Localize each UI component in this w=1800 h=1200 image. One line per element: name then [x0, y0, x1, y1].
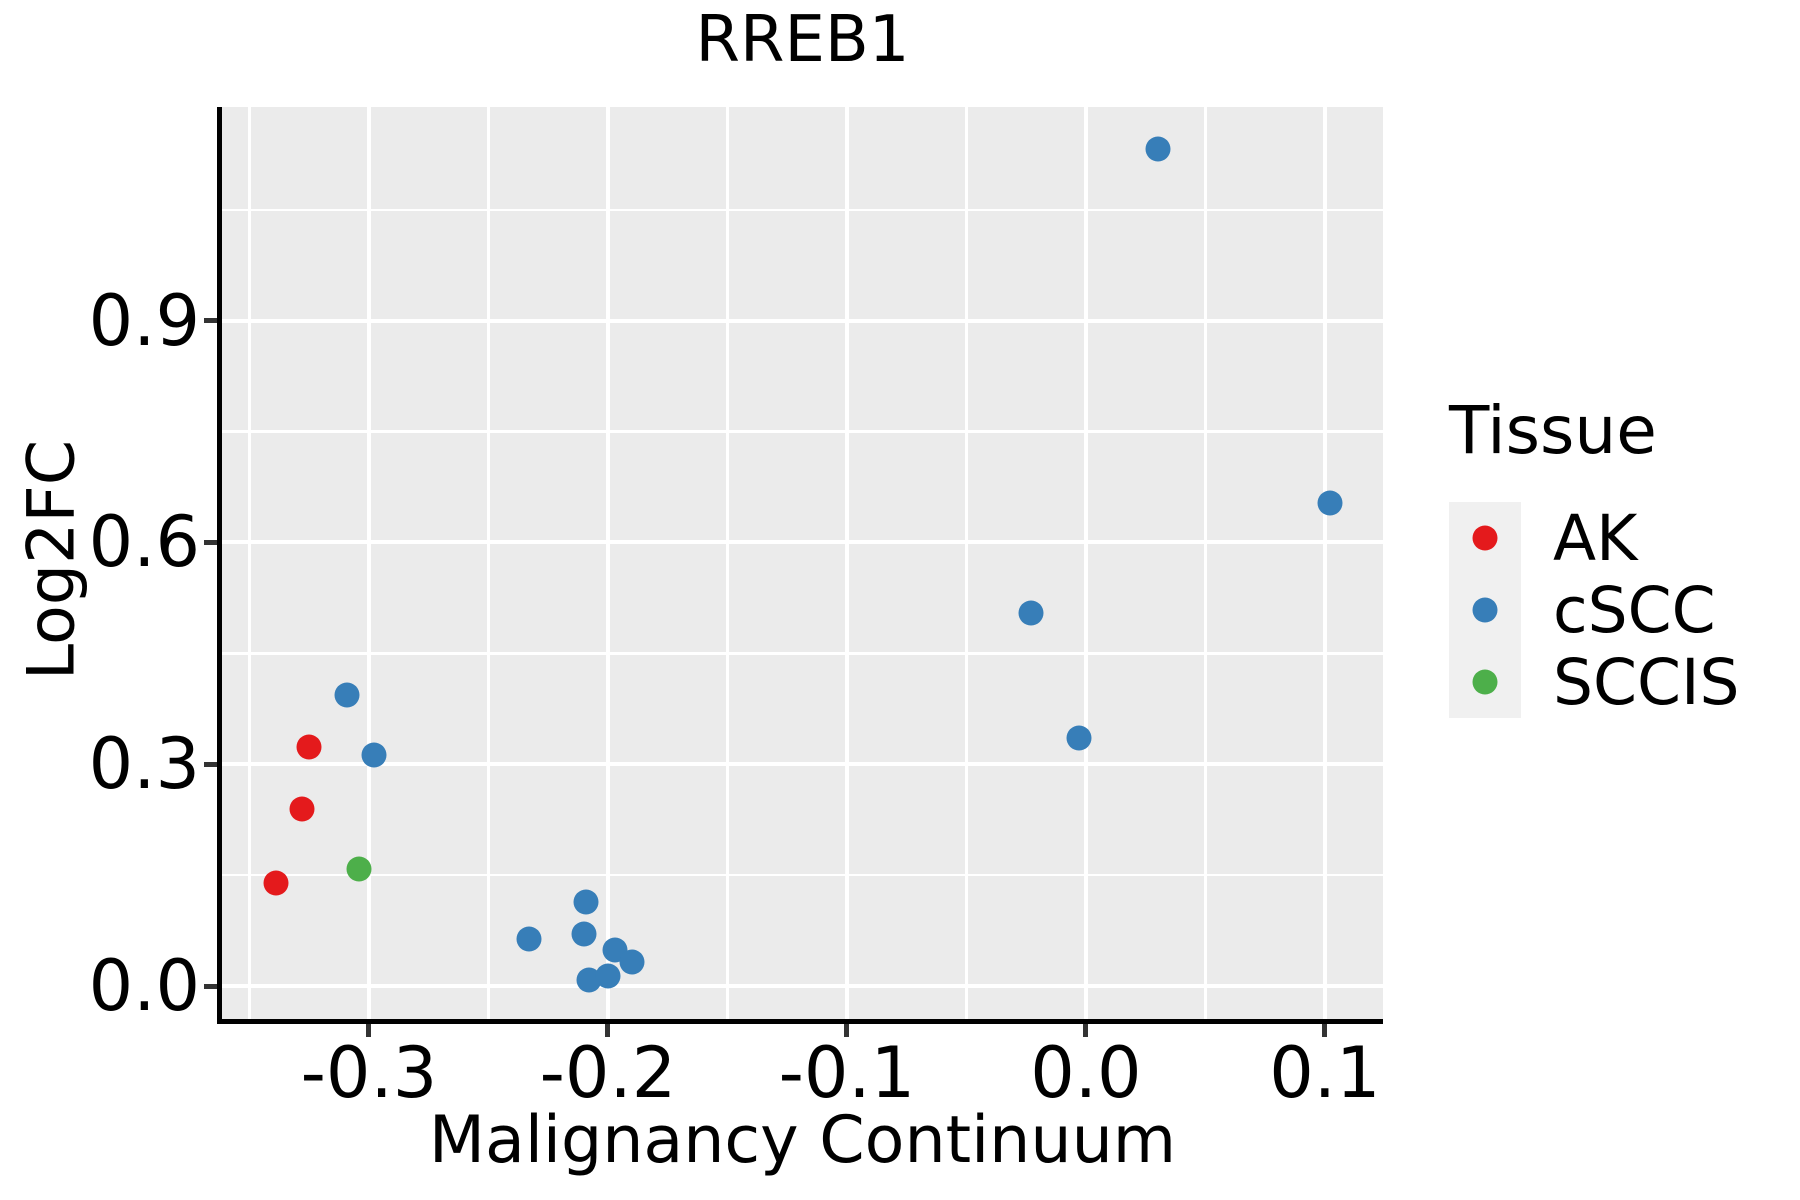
x-major-gridline: [1322, 107, 1327, 1019]
y-tick-mark: [204, 761, 217, 767]
x-tick-mark: [1322, 1024, 1328, 1037]
legend-label-cscc: cSCC: [1553, 573, 1716, 647]
x-minor-gridline: [1204, 107, 1207, 1019]
data-point-cscc: [571, 921, 597, 947]
x-tick-label: -0.3: [300, 1032, 438, 1114]
data-point-cscc: [595, 963, 621, 989]
legend-items: AK cSCC SCCIS: [1449, 502, 1740, 718]
x-tick-mark: [1083, 1024, 1089, 1037]
y-minor-gridline: [222, 652, 1383, 655]
x-tick-mark: [605, 1024, 611, 1037]
data-point-cscc: [1145, 136, 1171, 162]
y-tick-mark: [204, 318, 217, 324]
data-point-cscc: [516, 926, 542, 952]
x-minor-gridline: [965, 107, 968, 1019]
plot-title: RREB1: [695, 3, 910, 77]
data-point-ak: [263, 870, 289, 896]
y-minor-gridline: [222, 430, 1383, 433]
data-point-cscc: [334, 682, 360, 708]
x-tick-label: 0.1: [1269, 1032, 1381, 1114]
plot-panel: [222, 107, 1383, 1019]
data-point-sccis: [346, 856, 372, 882]
legend-item-ak: AK: [1449, 502, 1740, 574]
y-minor-gridline: [222, 208, 1383, 212]
data-point-cscc: [1066, 725, 1092, 751]
data-point-cscc: [1018, 600, 1044, 626]
legend: Tissue AK cSCC SCCIS: [1449, 398, 1740, 718]
x-tick-label: -0.2: [539, 1032, 677, 1114]
y-tick-label: 0.0: [88, 945, 200, 1028]
x-minor-gridline: [248, 107, 251, 1019]
y-tick-label: 0.9: [88, 279, 200, 362]
y-tick-label: 0.6: [88, 501, 200, 584]
legend-label-ak: AK: [1553, 501, 1638, 575]
y-major-gridline: [222, 984, 1383, 989]
y-tick-mark: [204, 983, 217, 989]
x-axis-title: Malignancy Continuum: [428, 1103, 1177, 1178]
legend-dot-sccis: [1472, 669, 1498, 695]
legend-item-sccis: SCCIS: [1449, 646, 1740, 718]
legend-dot-ak: [1472, 525, 1498, 551]
x-tick-label: -0.1: [778, 1032, 916, 1114]
y-major-gridline: [222, 540, 1383, 545]
data-point-cscc: [619, 949, 645, 975]
x-tick-label: 0.0: [1030, 1032, 1142, 1114]
data-point-cscc: [361, 742, 387, 768]
x-axis-line: [217, 1019, 1383, 1024]
y-major-gridline: [222, 762, 1383, 767]
y-tick-label: 0.3: [88, 723, 200, 806]
y-tick-mark: [204, 539, 217, 545]
legend-key-box: [1449, 646, 1521, 718]
y-minor-gridline: [222, 873, 1383, 877]
x-major-gridline: [844, 107, 849, 1019]
legend-label-sccis: SCCIS: [1553, 645, 1740, 719]
y-major-gridline: [222, 318, 1383, 323]
x-minor-gridline: [726, 107, 729, 1019]
y-axis-line: [217, 107, 222, 1024]
data-point-ak: [289, 796, 315, 822]
legend-key-box: [1449, 502, 1521, 574]
legend-key-box: [1449, 574, 1521, 646]
data-point-ak: [296, 734, 322, 760]
legend-dot-cscc: [1472, 597, 1498, 623]
x-minor-gridline: [487, 107, 490, 1019]
data-point-cscc: [573, 889, 599, 915]
x-tick-mark: [844, 1024, 850, 1037]
x-tick-mark: [366, 1024, 372, 1037]
x-major-gridline: [1083, 107, 1088, 1019]
legend-item-cscc: cSCC: [1449, 574, 1740, 646]
legend-title: Tissue: [1449, 392, 1657, 469]
data-point-cscc: [1317, 490, 1343, 516]
x-major-gridline: [605, 107, 610, 1019]
x-major-gridline: [366, 107, 371, 1019]
